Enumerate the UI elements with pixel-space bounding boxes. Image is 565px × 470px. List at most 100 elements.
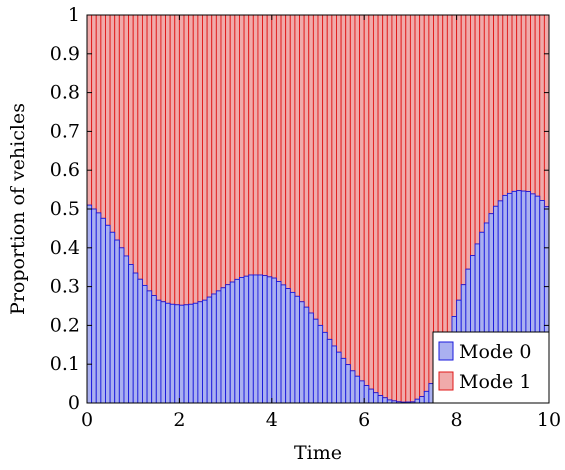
bar-mode-1 <box>262 14 268 277</box>
bar-mode-0 <box>188 303 194 404</box>
bar-mode-1 <box>178 14 185 306</box>
y-tick-label: 0.5 <box>50 198 80 220</box>
bar-mode-0 <box>229 281 236 404</box>
y-axis-tick-labels: 0 0.1 0.2 0.3 0.4 0.5 0.6 0.7 0.8 0.9 1 <box>50 4 80 414</box>
bar-mode-1 <box>128 14 134 265</box>
bar-mode-1 <box>423 14 430 392</box>
legend-swatch-mode-0 <box>438 341 454 361</box>
bar-mode-1 <box>363 14 370 386</box>
bar-mode-0 <box>211 293 217 404</box>
bar-mode-1 <box>220 14 227 289</box>
bar-mode-1 <box>465 14 471 270</box>
bar-mode-1 <box>372 14 379 394</box>
x-axis-label: Time <box>294 442 342 464</box>
bar-mode-1 <box>349 14 356 372</box>
bar-mode-0 <box>248 274 254 404</box>
y-tick-label: 0.7 <box>50 120 80 142</box>
bar-mode-0 <box>271 277 277 404</box>
bar-mode-0 <box>239 276 245 404</box>
bar-mode-0 <box>192 302 199 404</box>
bar-mode-1 <box>188 14 194 305</box>
bar-mode-0 <box>206 296 213 404</box>
y-tick-label: 0 <box>68 392 80 414</box>
bar-mode-0 <box>123 255 130 404</box>
bar-mode-1 <box>294 14 300 297</box>
bar-mode-0 <box>303 306 310 404</box>
bar-mode-1 <box>451 14 458 317</box>
bar-mode-1 <box>202 14 208 301</box>
bar-mode-0 <box>174 304 180 404</box>
bar-mode-1 <box>100 14 106 219</box>
bar-mode-0 <box>377 395 384 404</box>
bar-mode-0 <box>183 304 190 404</box>
bar-mode-0 <box>280 284 287 404</box>
bar-mode-1 <box>280 14 287 286</box>
bar-mode-1 <box>105 14 111 226</box>
bar-mode-0 <box>317 324 324 404</box>
bar-mode-1 <box>165 14 171 304</box>
bar-mode-1 <box>303 14 310 308</box>
bar-mode-1 <box>396 14 402 403</box>
x-tick-label: 2 <box>173 409 185 431</box>
bar-mode-0 <box>109 231 116 404</box>
bar-mode-1 <box>525 14 531 192</box>
bar-mode-1 <box>354 14 361 377</box>
bar-mode-1 <box>285 14 291 289</box>
bar-mode-0 <box>151 295 157 404</box>
bar-mode-1 <box>497 14 504 202</box>
bar-mode-1 <box>470 14 476 257</box>
bar-mode-1 <box>114 14 120 241</box>
bar-mode-1 <box>442 14 448 349</box>
bar-mode-0 <box>299 301 305 404</box>
bar-mode-0 <box>423 390 430 404</box>
bar-mode-0 <box>225 284 231 404</box>
bar-mode-0 <box>275 281 282 404</box>
bar-mode-0 <box>322 331 328 404</box>
bar-mode-1 <box>248 14 254 276</box>
bar-mode-1 <box>502 14 508 196</box>
bar-mode-1 <box>95 14 102 214</box>
bar-mode-1 <box>446 14 453 334</box>
bar-mode-1 <box>229 14 236 283</box>
bar-mode-1 <box>271 14 277 279</box>
bar-mode-1 <box>141 14 148 286</box>
bar-mode-0 <box>165 302 171 404</box>
bar-mode-0 <box>160 301 166 404</box>
bar-mode-0 <box>155 299 162 404</box>
bar-mode-1 <box>405 14 411 403</box>
bar-mode-1 <box>275 14 282 282</box>
bar-mode-1 <box>132 14 139 274</box>
bar-mode-0 <box>336 351 342 404</box>
bar-mode-1 <box>340 14 347 359</box>
bar-mode-1 <box>289 14 296 293</box>
bar-mode-0 <box>141 284 148 404</box>
bar-mode-0 <box>202 299 208 404</box>
bar-mode-1 <box>391 14 397 402</box>
bar-mode-0 <box>178 304 185 404</box>
bar-mode-0 <box>95 212 102 404</box>
bar-mode-0 <box>118 247 125 404</box>
bar-mode-0 <box>243 275 250 404</box>
bar-mode-0 <box>285 288 291 404</box>
bar-mode-0 <box>114 239 120 404</box>
bar-mode-1 <box>252 14 259 276</box>
bar-mode-1 <box>345 14 351 366</box>
bar-mode-1 <box>312 14 319 320</box>
bar-mode-1 <box>317 14 324 326</box>
bar-mode-0 <box>262 275 268 404</box>
bar-mode-1 <box>155 14 162 301</box>
bar-mode-0 <box>368 388 374 404</box>
bar-mode-0 <box>359 380 365 404</box>
bar-mode-1 <box>322 14 328 333</box>
bar-mode-1 <box>308 14 314 314</box>
bar-mode-0 <box>128 264 134 404</box>
bar-mode-1 <box>530 14 536 195</box>
x-tick-label: 8 <box>451 409 463 431</box>
bar-mode-0 <box>349 370 356 404</box>
y-tick-label: 0.3 <box>50 276 80 298</box>
bar-mode-1 <box>239 14 245 278</box>
bar-mode-1 <box>243 14 250 277</box>
bar-mode-1 <box>520 14 527 192</box>
bar-mode-1 <box>483 14 490 224</box>
bar-mode-0 <box>252 274 259 404</box>
